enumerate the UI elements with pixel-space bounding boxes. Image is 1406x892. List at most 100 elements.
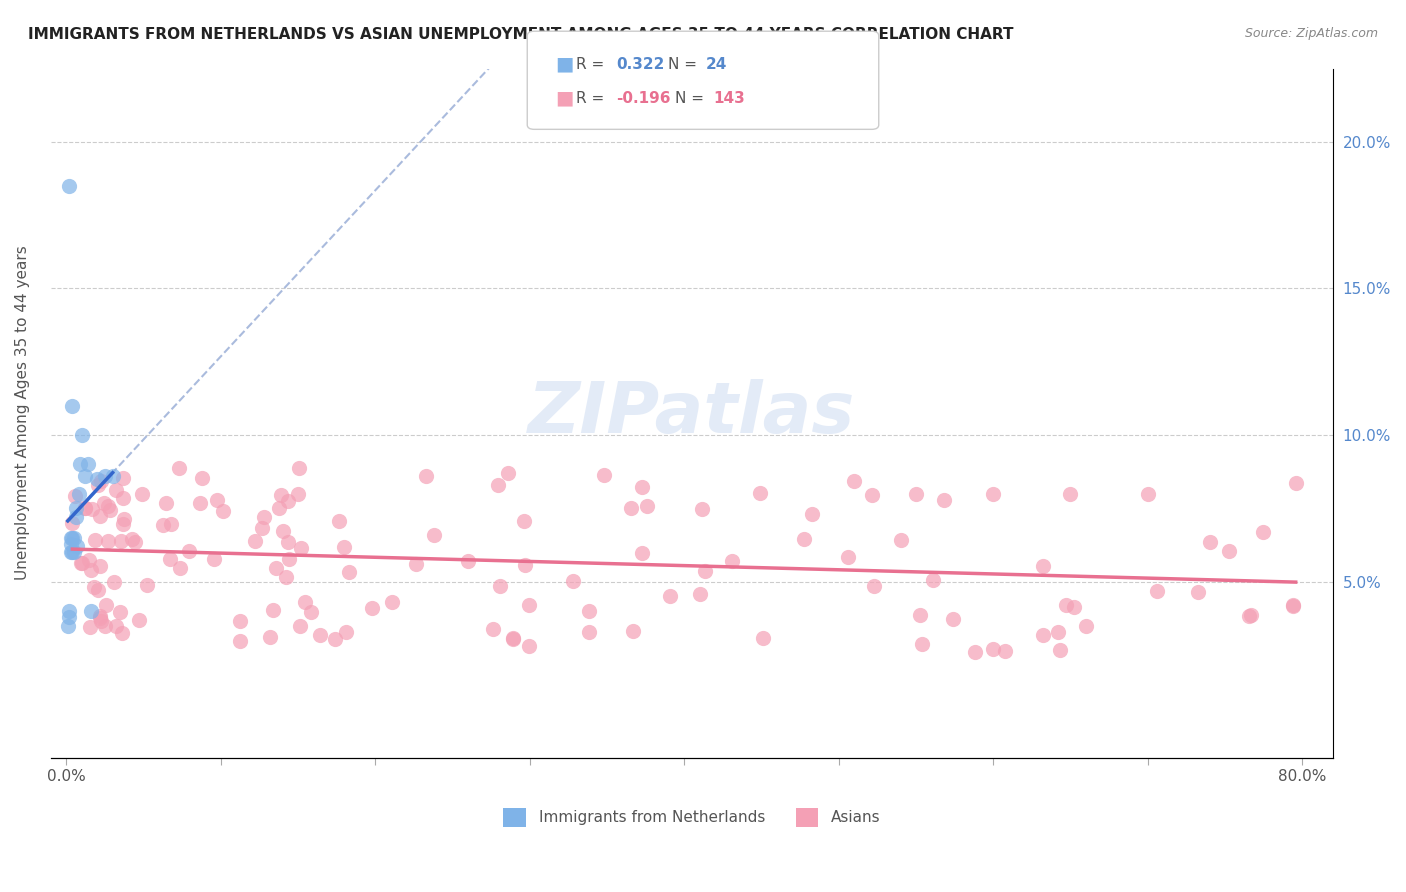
Point: [1056, 598, 1078, 612]
Point: [482, 623, 505, 637]
Point: [748, 485, 770, 500]
Point: [690, 501, 713, 516]
Point: [63, 489, 86, 503]
Point: [1063, 600, 1085, 615]
Point: [136, 578, 159, 592]
Point: [1237, 608, 1260, 623]
Point: [1240, 608, 1263, 623]
Point: [328, 514, 350, 528]
Point: [103, 574, 125, 589]
Point: [620, 500, 643, 515]
Point: [274, 570, 297, 584]
Point: [908, 607, 931, 622]
Point: [1031, 628, 1053, 642]
Text: IMMIGRANTS FROM NETHERLANDS VS ASIAN UNEMPLOYMENT AMONG AGES 35 TO 44 YEARS CORR: IMMIGRANTS FROM NETHERLANDS VS ASIAN UNE…: [28, 27, 1014, 42]
Point: [752, 631, 775, 645]
Point: [422, 528, 444, 542]
Text: 0.322: 0.322: [616, 57, 664, 71]
Point: [112, 511, 135, 525]
Point: [415, 469, 437, 483]
Point: [259, 631, 281, 645]
Point: [262, 603, 284, 617]
Point: [83, 580, 105, 594]
Point: [287, 461, 309, 475]
Point: [695, 564, 717, 578]
Point: [111, 471, 134, 485]
Point: [250, 521, 273, 535]
Point: [335, 625, 357, 640]
Point: [1251, 524, 1274, 539]
Point: [190, 471, 212, 485]
Point: [108, 605, 131, 619]
Point: [578, 624, 600, 639]
Point: [73, 469, 96, 483]
Point: [793, 533, 815, 547]
Point: [159, 552, 181, 566]
Point: [631, 546, 654, 560]
Point: [98, 503, 121, 517]
Point: [94, 469, 117, 483]
Point: [86, 583, 108, 598]
Point: [294, 595, 316, 609]
Point: [1218, 544, 1240, 558]
Point: [578, 604, 600, 618]
Point: [502, 632, 524, 646]
Point: [963, 645, 986, 659]
Point: [333, 540, 356, 554]
Point: [70, 556, 93, 570]
Point: [1049, 642, 1071, 657]
Point: [73, 501, 96, 516]
Point: [517, 598, 540, 612]
Point: [360, 601, 382, 615]
Point: [405, 557, 427, 571]
Point: [82, 501, 104, 516]
Point: [101, 469, 124, 483]
Text: R =: R =: [576, 91, 610, 105]
Point: [800, 507, 823, 521]
Point: [837, 550, 859, 565]
Text: -0.196: -0.196: [616, 91, 671, 105]
Point: [70, 557, 93, 571]
Point: [111, 625, 134, 640]
Point: [1187, 585, 1209, 599]
Point: [66, 540, 89, 554]
Point: [59, 531, 82, 545]
Point: [67, 486, 90, 500]
Point: [87, 477, 110, 491]
Point: [60, 516, 83, 531]
Point: [228, 634, 250, 648]
Point: [1046, 624, 1069, 639]
Point: [337, 565, 360, 579]
Point: [1032, 558, 1054, 573]
Text: ZIPatlas: ZIPatlas: [529, 378, 856, 448]
Point: [94, 619, 117, 633]
Point: [89, 509, 111, 524]
Point: [110, 533, 132, 548]
Point: [271, 524, 294, 539]
Point: [457, 553, 479, 567]
Point: [63, 545, 86, 559]
Text: N =: N =: [668, 57, 702, 71]
Point: [89, 609, 111, 624]
Text: 24: 24: [706, 57, 727, 71]
Point: [1282, 598, 1305, 612]
Point: [58, 610, 80, 624]
Point: [155, 496, 177, 510]
Point: [904, 486, 927, 500]
Text: ■: ■: [555, 88, 574, 108]
Point: [253, 509, 276, 524]
Point: [562, 574, 585, 589]
Point: [94, 599, 117, 613]
Point: [111, 517, 134, 532]
Point: [890, 533, 912, 548]
Point: [1282, 599, 1305, 613]
Point: [111, 491, 134, 505]
Text: R =: R =: [576, 57, 610, 71]
Point: [860, 488, 883, 502]
Point: [62, 531, 84, 545]
Point: [269, 500, 291, 515]
Point: [486, 478, 509, 492]
Point: [90, 474, 112, 488]
Point: [75, 501, 97, 516]
Point: [70, 428, 93, 442]
